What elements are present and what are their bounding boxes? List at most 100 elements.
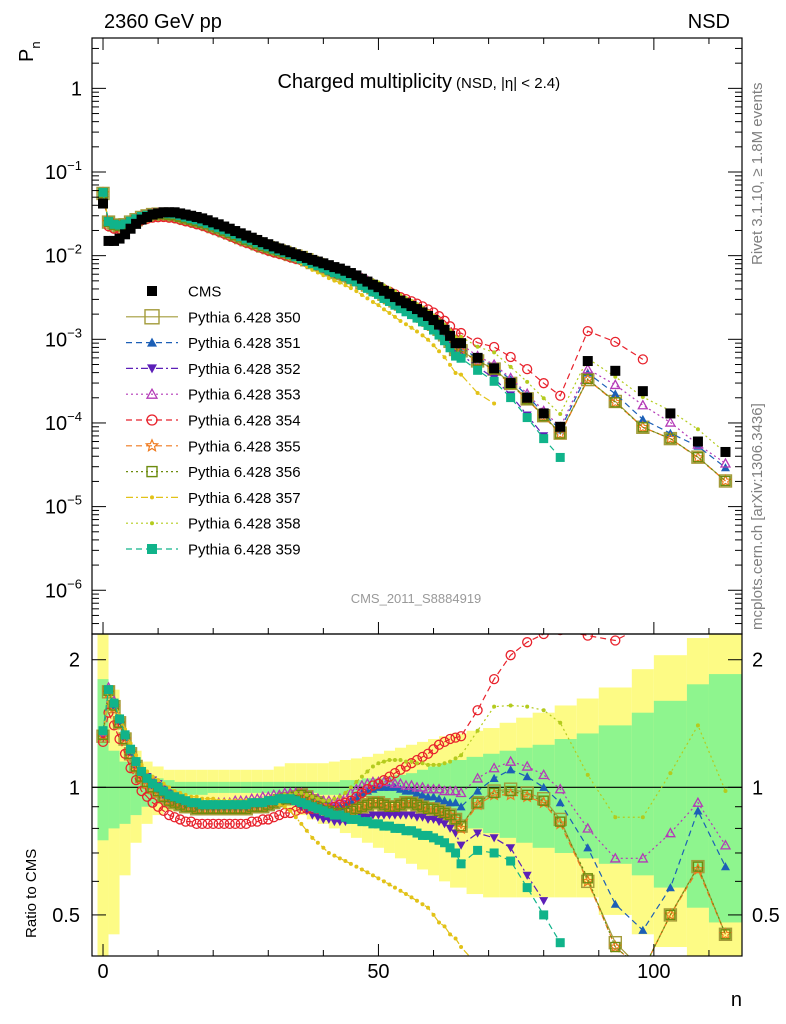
ratio-point xyxy=(522,637,533,648)
ratio-point xyxy=(665,909,676,921)
cms-data-point xyxy=(456,338,467,349)
ratio-point xyxy=(186,816,197,827)
ratio-point xyxy=(638,925,648,934)
ratio-point xyxy=(555,816,566,827)
series-point xyxy=(440,336,450,346)
series-point xyxy=(665,433,676,444)
ratio-point xyxy=(539,897,549,906)
ratio-point xyxy=(585,772,590,777)
main-y-axis-label: Pn xyxy=(16,41,43,62)
ratio-point xyxy=(354,864,359,869)
cms-data-point xyxy=(296,251,307,262)
ratio-point xyxy=(343,790,348,795)
ratio-point xyxy=(346,814,356,824)
ratio-point xyxy=(637,852,649,863)
ratio-point xyxy=(505,650,516,661)
cms-data-point xyxy=(384,288,395,299)
ratio-point xyxy=(348,785,353,790)
ratio-point xyxy=(389,777,401,788)
series-point xyxy=(332,278,337,283)
y-tick-exponent: −6 xyxy=(67,576,82,591)
cms-data-point xyxy=(224,223,235,234)
ratio-point xyxy=(372,776,385,787)
series-point xyxy=(415,329,419,334)
stat-uncertainty-band xyxy=(439,763,451,820)
ratio-point xyxy=(456,802,466,811)
ratio-point xyxy=(115,714,125,724)
ratio-point xyxy=(401,826,411,836)
ratio-point xyxy=(440,796,450,805)
ratio-point xyxy=(420,902,425,907)
ratio-point xyxy=(582,822,594,833)
cms-data-point xyxy=(417,307,428,318)
ratio-point xyxy=(230,800,240,810)
ratio-point xyxy=(449,785,462,796)
series-point xyxy=(638,414,648,423)
ratio-point xyxy=(538,795,549,806)
ratio-line xyxy=(102,688,727,818)
ratio-point xyxy=(418,830,428,840)
ratio-point xyxy=(197,818,208,830)
ratio-point xyxy=(403,892,408,897)
ratio-point xyxy=(433,783,445,794)
ratio-point xyxy=(473,829,483,838)
ratio-point xyxy=(459,753,464,758)
ratio-point xyxy=(489,834,499,843)
legend-marker xyxy=(147,544,157,554)
ratio-point xyxy=(415,898,419,903)
ratio-point xyxy=(538,634,549,640)
stat-uncertainty-band xyxy=(328,781,340,795)
ratio-point xyxy=(665,883,675,892)
legend-label: Pythia 6.428 355 xyxy=(188,438,301,455)
series-point xyxy=(390,300,400,310)
ratio-point xyxy=(359,867,364,872)
cms-data-point xyxy=(120,229,131,240)
ratio-panel-frame xyxy=(91,633,743,957)
series-point xyxy=(538,378,549,389)
ratio-point xyxy=(211,796,216,801)
ratio-point xyxy=(343,859,348,864)
cms-data-point xyxy=(522,392,533,403)
ratio-point xyxy=(219,800,229,810)
ratio-point xyxy=(315,840,320,845)
ratio-point xyxy=(423,830,433,840)
ratio-point xyxy=(175,794,185,804)
ratio-point xyxy=(214,800,224,810)
series-point xyxy=(437,349,442,354)
ratio-point xyxy=(225,800,235,810)
series-point xyxy=(326,276,331,281)
ratio-point xyxy=(128,741,133,746)
ratio-point xyxy=(522,883,532,893)
ratio-point xyxy=(348,861,353,866)
ratio-point xyxy=(392,885,397,890)
ratio-point xyxy=(506,844,516,853)
legend-label: Pythia 6.428 354 xyxy=(188,413,301,430)
ratio-point xyxy=(137,766,147,776)
cms-data-point xyxy=(241,230,252,241)
ratio-point xyxy=(103,707,114,718)
cms-data-point xyxy=(263,239,274,250)
cms-data-point xyxy=(720,446,731,457)
cms-data-point xyxy=(362,276,373,287)
ratio-point xyxy=(583,843,593,852)
cms-data-point xyxy=(450,338,461,349)
ratio-point xyxy=(431,762,436,767)
ratio-point xyxy=(454,819,468,833)
ratio-point xyxy=(438,785,451,796)
series-point xyxy=(637,422,649,433)
series-point xyxy=(409,325,414,330)
ratio-point xyxy=(488,673,500,685)
ratio-point xyxy=(299,821,304,826)
series-point xyxy=(406,310,416,320)
cms-data-point xyxy=(235,228,246,239)
ratio-point xyxy=(346,796,356,805)
ratio-point xyxy=(444,785,456,796)
ratio-point xyxy=(610,899,620,908)
legend-entry-pythia-6-428-359: Pythia 6.428 359 xyxy=(126,542,301,559)
series-point xyxy=(695,427,700,432)
cms-data-point xyxy=(301,252,312,263)
ratio-point xyxy=(164,790,174,800)
ratio-point xyxy=(142,773,152,783)
ratio-y-tick-label-right: 0.5 xyxy=(752,905,780,927)
ratio-point xyxy=(324,808,334,818)
